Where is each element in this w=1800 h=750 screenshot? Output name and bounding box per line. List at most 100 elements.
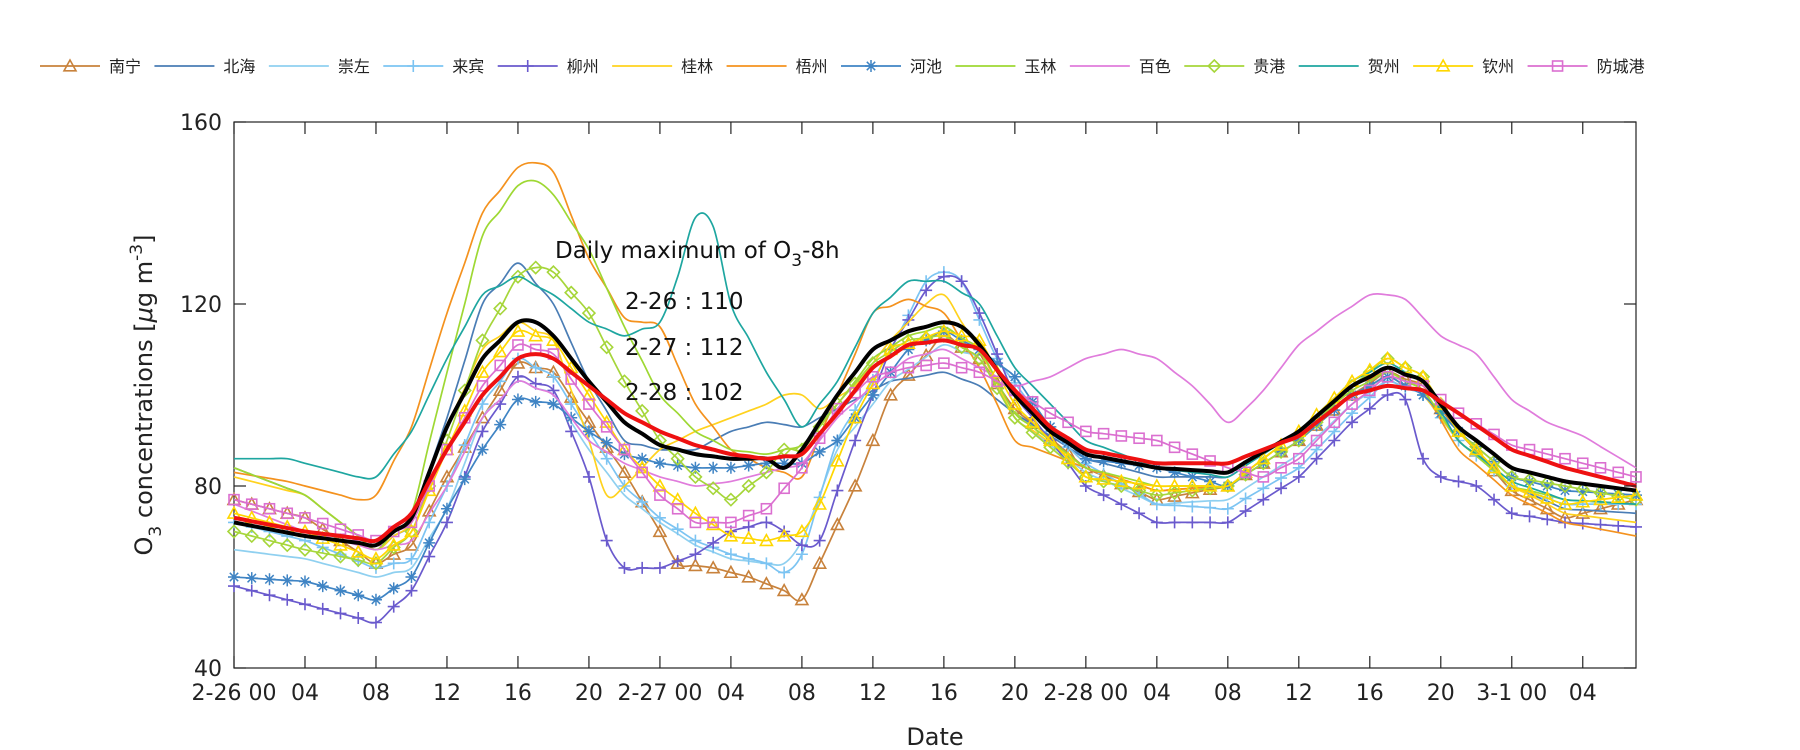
data-point — [475, 410, 490, 424]
data-point — [1221, 502, 1234, 515]
data-point — [689, 548, 702, 561]
data-point — [475, 364, 490, 378]
data-point — [902, 313, 915, 326]
data-point — [636, 452, 649, 465]
data-point — [440, 502, 453, 515]
data-point — [1149, 487, 1164, 503]
data-point — [778, 482, 790, 495]
data-point — [492, 344, 508, 358]
y-tick-label: 80 — [194, 475, 222, 500]
data-point — [1452, 475, 1465, 488]
legend-entry-10: 百色 — [1069, 57, 1171, 76]
data-point — [528, 328, 544, 342]
data-point — [1097, 489, 1110, 502]
data-point — [386, 537, 402, 551]
data-point — [653, 511, 666, 524]
legend-entry-2: 北海 — [154, 57, 255, 76]
data-point — [316, 602, 329, 615]
annotation-title: Daily maximum of O3-8h — [555, 238, 840, 271]
data-point — [653, 561, 666, 574]
data-point — [813, 534, 826, 547]
data-point — [849, 434, 862, 447]
x-tick-label: 12 — [433, 681, 461, 706]
data-point — [387, 557, 400, 570]
data-point — [936, 323, 952, 337]
legend-marker — [521, 60, 534, 72]
data-point — [1452, 407, 1465, 420]
data-point — [1630, 471, 1642, 483]
data-point — [334, 607, 347, 620]
data-point — [776, 583, 792, 597]
data-point — [1486, 460, 1502, 474]
data-point — [670, 451, 685, 466]
data-point — [991, 375, 1003, 388]
data-point — [688, 557, 703, 572]
data-point — [760, 502, 773, 515]
data-point — [440, 516, 453, 529]
data-point — [707, 536, 720, 549]
data-point — [1488, 493, 1501, 506]
data-point — [1328, 416, 1341, 429]
data-point — [831, 434, 844, 447]
data-point — [1255, 451, 1271, 465]
data-point — [1523, 475, 1536, 488]
data-point — [1593, 492, 1608, 506]
legend-label: 钦州 — [1482, 57, 1514, 76]
data-point — [1096, 471, 1111, 485]
data-point — [636, 495, 649, 508]
data-point — [228, 571, 240, 583]
data-point — [1612, 498, 1625, 511]
data-point — [1575, 494, 1591, 508]
data-point — [865, 432, 881, 447]
data-point — [759, 576, 774, 590]
data-point — [920, 359, 932, 372]
data-point — [1133, 432, 1145, 445]
data-point — [1078, 469, 1094, 483]
series-line — [233, 293, 1637, 551]
legend-label: 桂林 — [681, 57, 713, 76]
data-point — [725, 516, 737, 529]
legend-entry-11: 贵港 — [1184, 57, 1285, 76]
data-point — [654, 489, 666, 501]
data-point — [955, 275, 968, 288]
series-line — [233, 343, 1637, 542]
x-tick-label: 2-28 00 — [1043, 681, 1128, 706]
data-point — [405, 584, 418, 597]
data-point — [600, 452, 613, 465]
data-point — [581, 305, 597, 321]
data-point — [600, 534, 613, 547]
series-14 — [228, 339, 1642, 547]
data-point — [723, 528, 739, 542]
data-point — [582, 425, 595, 438]
data-point — [369, 593, 382, 606]
data-point — [1168, 499, 1181, 512]
data-point — [1239, 492, 1252, 505]
data-point — [1257, 471, 1270, 483]
data-point — [1594, 461, 1607, 474]
data-point — [582, 470, 595, 483]
data-point — [262, 533, 277, 548]
data-point — [1612, 519, 1625, 532]
data-point — [492, 382, 508, 397]
data-point — [1540, 475, 1555, 491]
x-tick-label: 04 — [717, 681, 745, 706]
data-point — [600, 421, 613, 433]
data-point — [528, 260, 543, 275]
data-point — [1328, 434, 1341, 447]
data-point — [404, 523, 419, 538]
legend-marker — [1207, 58, 1222, 74]
data-point — [901, 367, 916, 381]
daily-max-annotation: Daily maximum of O3-8h 2-26 : 110 2-27 :… — [555, 238, 840, 406]
x-tick-label: 16 — [504, 681, 532, 706]
data-point — [866, 389, 879, 401]
data-point — [280, 538, 295, 553]
legend-label: 来宾 — [452, 57, 484, 76]
data-point — [493, 301, 508, 316]
data-point — [387, 600, 400, 613]
data-point — [351, 552, 366, 568]
data-point — [688, 469, 703, 485]
data-point — [546, 265, 561, 280]
data-point — [1293, 452, 1305, 465]
data-point — [884, 366, 897, 379]
data-point — [865, 375, 881, 390]
